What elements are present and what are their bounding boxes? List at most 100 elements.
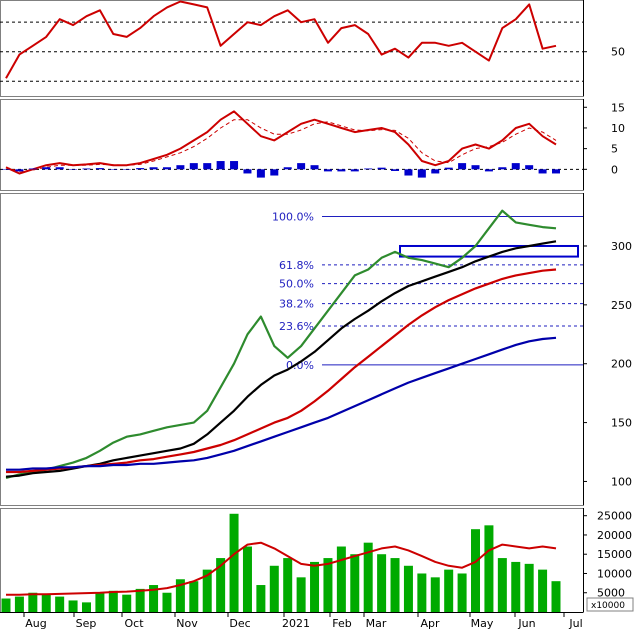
volume-tick-label: 25000 [597, 510, 632, 523]
macd-bar [136, 168, 145, 170]
macd-bar [350, 169, 359, 172]
macd-bar [471, 165, 480, 170]
volume-series-1-line [6, 541, 557, 596]
volume-bar [55, 596, 65, 612]
volume-bar [336, 546, 346, 612]
month-label: Jun [517, 617, 535, 630]
macd-series-1-line [5, 119, 557, 172]
volume-bar [524, 563, 534, 612]
macd-bar [484, 169, 493, 172]
macd-bar [95, 168, 104, 170]
month-label: Apr [420, 617, 440, 630]
month-label: Sep [76, 617, 97, 630]
macd-bar [511, 163, 520, 170]
price-plot-frame [0, 193, 584, 506]
month-label: 2021 [282, 617, 310, 630]
fibonacci-level-label: 0.0% [286, 359, 314, 372]
macd-bar [323, 169, 332, 172]
month-label: Jul [568, 617, 582, 630]
volume-bar [551, 581, 561, 612]
macd-bar [162, 167, 171, 170]
macd-bar [337, 169, 346, 172]
volume-bar [403, 565, 413, 612]
price-tick-label: 200 [611, 358, 632, 371]
macd-bar [230, 161, 239, 170]
macd-bar [256, 169, 265, 178]
volume-bar [68, 600, 78, 612]
volume-bar [229, 513, 239, 612]
volume-bar [377, 554, 387, 612]
volume-bar [162, 592, 172, 612]
macd-bar [417, 169, 426, 178]
macd-bar [2, 169, 10, 170]
volume-bar [122, 594, 132, 612]
macd-plot-frame [0, 99, 584, 191]
macd-bar [283, 167, 292, 170]
volume-bar [417, 573, 427, 612]
macd-bar [109, 169, 118, 170]
macd-bar [82, 168, 91, 170]
volume-bar [149, 585, 159, 612]
volume-bar [363, 542, 373, 612]
volume-bar [444, 569, 454, 612]
volume-multiplier-box [586, 597, 634, 612]
macd-bar [149, 167, 158, 170]
macd-bar [552, 169, 560, 174]
volume-bar [81, 602, 91, 612]
volume-bar [484, 525, 494, 612]
volume-bar [269, 565, 279, 612]
volume-tick-label: 10000 [597, 567, 632, 580]
macd-bar [364, 168, 373, 170]
macd-bar [538, 169, 547, 174]
macd-series-0-line [5, 110, 557, 175]
volume-bar [390, 558, 400, 612]
macd-bar [69, 169, 78, 170]
macd-bar [122, 169, 131, 170]
macd-tick-label: 0 [611, 163, 618, 176]
volume-bar [108, 590, 118, 612]
oscillator-tick-label: 50 [611, 46, 625, 59]
macd-bar [28, 168, 37, 170]
volume-bar [175, 579, 185, 612]
volume-bar [256, 585, 266, 612]
macd-tick-label: 15 [611, 101, 625, 114]
month-label: Aug [25, 617, 46, 630]
volume-bar [28, 592, 38, 612]
macd-bar [458, 163, 467, 170]
macd-tick-label: 10 [611, 122, 625, 135]
volume-tick-label: 15000 [597, 548, 632, 561]
volume-multiplier-label: x10000 [591, 601, 625, 611]
oscillator-plot-frame [0, 0, 584, 97]
volume-bar [350, 554, 360, 612]
volume-bar [41, 594, 51, 612]
macd-bar [310, 165, 319, 170]
macd-bar [243, 169, 252, 174]
volume-bar [189, 581, 199, 612]
price-tick-label: 100 [611, 475, 632, 488]
volume-bar [296, 577, 306, 612]
macd-bar [15, 169, 24, 172]
macd-bar [431, 169, 440, 174]
macd-bar [377, 167, 386, 170]
macd-bar [297, 163, 306, 170]
fibonacci-level-label: 61.8% [279, 259, 314, 272]
volume-bar [457, 573, 467, 612]
volume-bar [135, 588, 145, 612]
volume-bar [538, 569, 548, 612]
macd-bar [270, 169, 279, 176]
macd-bar [55, 167, 64, 170]
macd-bar [189, 163, 198, 170]
macd-tick-label: 5 [611, 143, 618, 156]
fibonacci-level-label: 100.0% [272, 211, 314, 224]
month-label: May [471, 617, 494, 630]
volume-tick-label: 20000 [597, 529, 632, 542]
oscillator-series-0-line [5, 0, 557, 79]
month-label: Mar [366, 617, 387, 630]
volume-bar [202, 569, 212, 612]
volume-bar [283, 558, 293, 612]
price-tick-label: 150 [611, 417, 632, 430]
price-tick-label: 300 [611, 240, 632, 253]
volume-bar [95, 592, 105, 612]
